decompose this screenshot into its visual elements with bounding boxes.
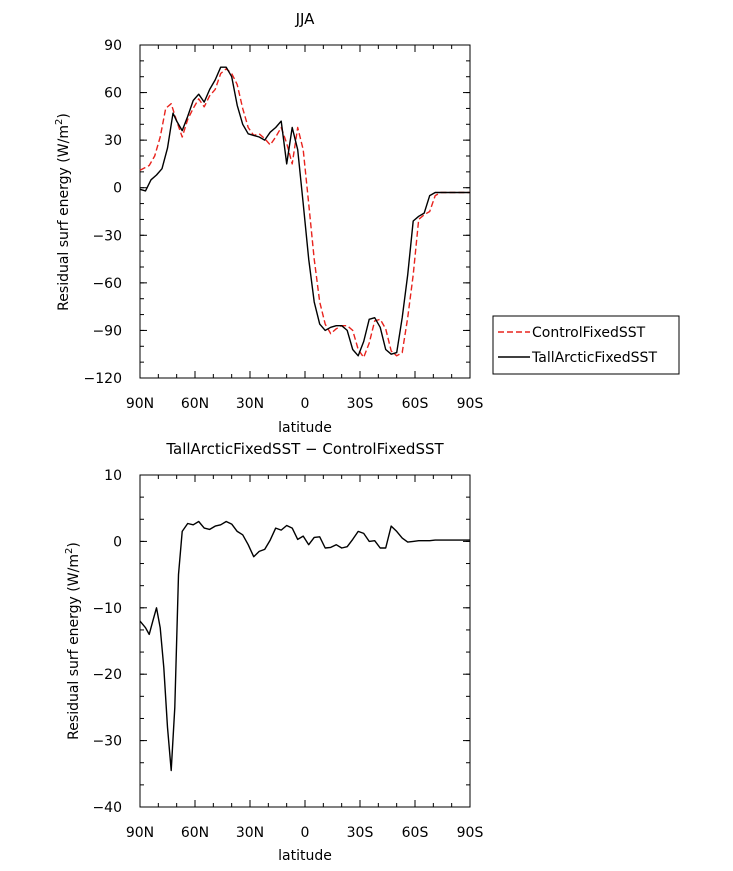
top-panel-title: JJA [295, 10, 316, 28]
legend-label-control: ControlFixedSST [532, 325, 646, 341]
top-series-line-tallarcticfixedsst [139, 66, 470, 357]
bottom-y-tick-label: 0 [113, 534, 122, 550]
bottom-x-tick-label: 60N [181, 825, 209, 841]
bottom-plot-frame [139, 474, 471, 808]
top-y-axis-label-tail: ) [56, 113, 72, 118]
bottom-x-tick-label: 90S [457, 825, 484, 841]
bottom-y-tick-label: −20 [92, 667, 122, 683]
bottom-y-axis-label-sup: 2 [64, 548, 75, 554]
bottom-panel: TallArcticFixedSST − ControlFixedSST 90N… [64, 440, 483, 864]
legend: ControlFixedSST TallArcticFixedSST [492, 315, 680, 375]
bottom-y-tick-label: −10 [92, 601, 122, 617]
bottom-x-tick-label: 0 [301, 825, 310, 841]
top-y-tick-label: −120 [84, 371, 122, 387]
top-x-tick-label: 90N [126, 396, 154, 412]
top-y-tick-label: −90 [92, 323, 122, 339]
top-y-axis-label-main: Residual surf energy (W/m [56, 125, 72, 311]
top-ticks: 90N 60N 30N 0 30S 60S 90S −120 −90 −60 −30 0 30 60 90 [84, 38, 484, 412]
top-series [139, 66, 470, 359]
top-x-tick-label: 0 [301, 396, 310, 412]
top-x-tick-label: 30S [347, 396, 374, 412]
top-x-tick-label: 60S [402, 396, 429, 412]
bottom-y-tick-label: −40 [92, 800, 122, 816]
bottom-series-line-difference [139, 520, 470, 772]
bottom-y-axis-label: Residual surf energy (W/m2) [64, 542, 82, 740]
top-plot-frame [139, 44, 471, 379]
legend-label-tallarctic: TallArcticFixedSST [531, 350, 657, 366]
legend-box [492, 315, 680, 375]
top-x-tick-label: 60N [181, 396, 209, 412]
top-y-tick-label: 90 [104, 38, 122, 54]
bottom-y-axis-label-tail: ) [66, 542, 82, 547]
bottom-x-tick-label: 90N [126, 825, 154, 841]
bottom-x-tick-label: 30N [236, 825, 264, 841]
bottom-x-axis-label: latitude [278, 848, 332, 864]
bottom-y-axis-label-main: Residual surf energy (W/m [66, 554, 82, 740]
bottom-x-tick-label: 60S [402, 825, 429, 841]
bottom-panel-title: TallArcticFixedSST − ControlFixedSST [165, 440, 444, 458]
top-x-tick-label: 90S [457, 396, 484, 412]
bottom-y-tick-label: 10 [104, 468, 122, 484]
top-y-tick-label: 0 [113, 181, 122, 197]
top-y-tick-label: −60 [92, 276, 122, 292]
bottom-x-tick-label: 30S [347, 825, 374, 841]
top-panel: JJA 90N 60N 30N 0 30S 60S 90S −120 −90 −60 −30 0 30 6… [54, 10, 680, 436]
top-y-tick-label: 30 [104, 133, 122, 149]
top-x-axis-label: latitude [278, 420, 332, 436]
top-y-axis-label-sup: 2 [54, 119, 65, 125]
top-y-tick-label: 60 [104, 86, 122, 102]
top-y-axis-label: Residual surf energy (W/m2) [54, 113, 72, 311]
bottom-y-tick-label: −30 [92, 734, 122, 750]
top-x-tick-label: 30N [236, 396, 264, 412]
top-y-tick-label: −30 [92, 228, 122, 244]
bottom-series [139, 520, 470, 772]
bottom-ticks: 90N 60N 30N 0 30S 60S 90S −40 −30 −20 −10 0 10 [92, 468, 483, 841]
